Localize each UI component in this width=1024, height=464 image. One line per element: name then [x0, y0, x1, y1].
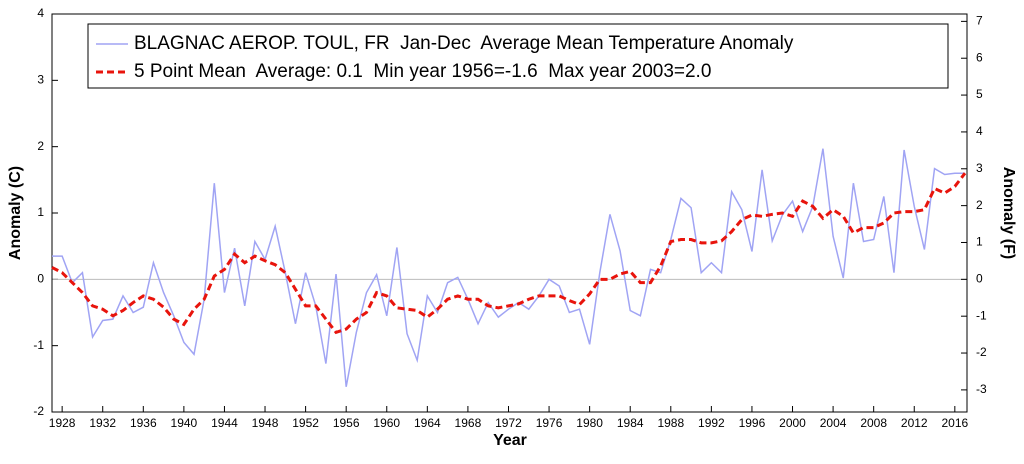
y2-tick-label: 4	[976, 124, 983, 138]
legend-label: 5 Point Mean Average: 0.1 Min year 1956=…	[134, 61, 711, 82]
y2-tick-label: 1	[976, 235, 983, 249]
x-tick-label: 1932	[89, 416, 116, 430]
y2-tick-label: 7	[976, 14, 983, 28]
y2-tick-label: -1	[976, 308, 987, 322]
x-tick-label: 1948	[252, 416, 279, 430]
x-tick-label: 1996	[739, 416, 766, 430]
x-tick-label: 1936	[130, 416, 157, 430]
y2-tick-label: 5	[976, 87, 983, 101]
x-tick-label: 1980	[576, 416, 603, 430]
x-tick-label: 2000	[779, 416, 806, 430]
x-tick-label: 2016	[941, 416, 968, 430]
y2-tick-label: 0	[976, 272, 983, 286]
y2-tick-label: 3	[976, 161, 983, 175]
x-tick-label: 2008	[860, 416, 887, 430]
legend-label: BLAGNAC AEROP. TOUL, FR Jan-Dec Average …	[134, 33, 794, 54]
x-tick-label: 1952	[292, 416, 319, 430]
y2-tick-label: -2	[976, 345, 987, 359]
y2-axis-label: Anomaly (F)	[1000, 167, 1017, 259]
x-tick-label: 1940	[171, 416, 198, 430]
x-tick-label: 1964	[414, 416, 441, 430]
legend-box	[87, 23, 949, 89]
y-tick-label: 1	[37, 205, 44, 219]
x-tick-label: 1956	[333, 416, 360, 430]
x-tick-label: 1976	[536, 416, 563, 430]
y2-tick-label: -3	[976, 382, 987, 396]
x-axis-label: Year	[493, 432, 527, 449]
x-tick-label: 1928	[49, 416, 76, 430]
x-tick-label: 1988	[657, 416, 684, 430]
y2-tick-label: 2	[976, 198, 983, 212]
x-tick-label: 2012	[901, 416, 928, 430]
y-tick-label: 4	[37, 6, 44, 20]
y-tick-label: 3	[37, 73, 44, 87]
x-tick-label: 2004	[820, 416, 847, 430]
series-line	[51, 172, 967, 335]
x-tick-label: 1968	[455, 416, 482, 430]
y-axis-label: Anomaly (C)	[7, 166, 24, 260]
y-tick-label: 2	[37, 139, 44, 153]
y-tick-label: 0	[37, 272, 44, 286]
x-tick-label: 1944	[211, 416, 238, 430]
y2-tick-label: 6	[976, 50, 983, 64]
plot-frame	[51, 13, 968, 413]
x-tick-label: 1984	[617, 416, 644, 430]
x-tick-label: 1960	[373, 416, 400, 430]
x-tick-label: 1972	[495, 416, 522, 430]
series-line	[52, 148, 965, 387]
y-tick-label: -2	[33, 404, 44, 418]
x-tick-label: 1992	[698, 416, 725, 430]
y-tick-label: -1	[33, 338, 44, 352]
